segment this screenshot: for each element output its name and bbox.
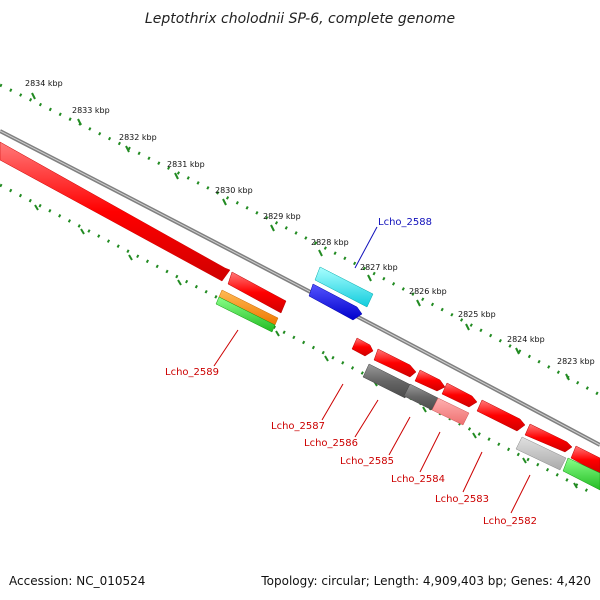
kbp-tick-label: 2823 kbp	[557, 357, 595, 366]
inner-tick-mark	[324, 355, 329, 362]
kbp-tick-mark	[318, 249, 323, 257]
inner-tick-mark	[472, 432, 477, 439]
cds-red-8	[570, 445, 600, 475]
accession-text: Accession: NC_010524	[9, 574, 146, 588]
gene-labels: Lcho_2588 Lcho_2589 Lcho_2587 Lcho_2586 …	[165, 217, 537, 527]
kbp-tick-label: 2831 kbp	[167, 160, 205, 169]
topology-text: Topology: circular; Length: 4,909,403 bp…	[261, 574, 591, 588]
inner-tick-mark	[522, 457, 527, 464]
genome-backbone	[0, 129, 600, 447]
gene-label-lcho-2587[interactable]: Lcho_2587	[271, 421, 325, 432]
kbp-tick-label: 2827 kbp	[360, 263, 398, 272]
kbp-tick-mark	[77, 118, 82, 126]
cds-long-red	[0, 141, 231, 282]
inner-tick-mark	[177, 279, 182, 286]
genome-backbone-highlight	[0, 130, 600, 446]
cds-red-7	[524, 423, 573, 453]
kbp-tick-mark	[270, 224, 275, 232]
cds-red-3	[373, 348, 417, 378]
kbp-tick-label: 2828 kbp	[311, 238, 349, 247]
gene-label-lcho-2582[interactable]: Lcho_2582	[483, 516, 537, 527]
cds-pink	[431, 397, 470, 426]
cds-red-2	[351, 337, 374, 357]
kbp-tick-label: 2834 kbp	[25, 79, 63, 88]
kbp-tick-label: 2829 kbp	[263, 212, 301, 221]
kbp-tick-mark	[174, 172, 179, 180]
cds-red-5	[441, 382, 478, 408]
outer-tick-ruler: 2834 kbp 2833 kbp 2832 kbp 2831 kbp 2830 kbp…	[0, 79, 600, 397]
feature-blue	[308, 283, 363, 321]
feature-green	[215, 296, 276, 333]
inner-tick-mark	[128, 254, 133, 261]
kbp-tick-mark	[367, 274, 372, 282]
kbp-tick-mark	[31, 92, 36, 100]
kbp-tick-mark	[222, 198, 227, 206]
gene-label-lcho-2589[interactable]: Lcho_2589	[165, 367, 219, 378]
cds-lightgray	[515, 436, 567, 471]
kbp-tick-label: 2826 kbp	[409, 287, 447, 296]
kbp-tick-mark	[515, 347, 520, 355]
kbp-tick-mark	[465, 323, 470, 331]
cds-gray-1	[362, 363, 412, 399]
cds-red-6	[476, 399, 526, 432]
gene-label-lcho-2586[interactable]: Lcho_2586	[304, 438, 358, 449]
leader-lcho-2584	[419, 431, 441, 473]
feature-green-2	[562, 457, 600, 491]
inner-dotted-arc	[0, 183, 591, 494]
kbp-tick-mark	[125, 145, 130, 153]
leader-lcho-2582	[510, 474, 531, 514]
inner-tick-mark	[275, 330, 280, 337]
leader-lcho-2583	[462, 451, 483, 493]
inner-tick-mark	[34, 204, 39, 211]
kbp-tick-label: 2830 kbp	[215, 186, 253, 195]
gene-label-lcho-2583[interactable]: Lcho_2583	[435, 494, 489, 505]
kbp-tick-label: 2832 kbp	[119, 133, 157, 142]
leader-lcho-2589	[213, 329, 239, 367]
kbp-tick-mark	[565, 373, 570, 381]
kbp-tick-label: 2825 kbp	[458, 310, 496, 319]
leader-lcho-2586	[354, 399, 379, 438]
gene-leader-lines	[213, 226, 531, 514]
inner-tick-mark	[573, 482, 578, 489]
leader-lcho-2585	[388, 416, 411, 456]
leader-lcho-2587	[321, 383, 344, 421]
map-title: Leptothrix cholodnii SP-6, complete geno…	[145, 11, 455, 27]
inner-tick-mark	[80, 228, 85, 235]
gene-label-lcho-2588[interactable]: Lcho_2588	[378, 217, 432, 228]
gene-label-lcho-2585[interactable]: Lcho_2585	[340, 456, 394, 467]
gene-label-lcho-2584[interactable]: Lcho_2584	[391, 474, 445, 485]
feature-cyan	[314, 266, 374, 308]
cds-red-4	[414, 369, 446, 392]
kbp-tick-label: 2833 kbp	[72, 106, 110, 115]
kbp-tick-label: 2824 kbp	[507, 335, 545, 344]
outer-dotted-arc	[0, 83, 600, 397]
kbp-tick-mark	[416, 299, 421, 307]
inner-tick-mark	[422, 406, 427, 413]
leader-lcho-2588	[354, 226, 378, 269]
cds-red-1	[227, 271, 287, 314]
